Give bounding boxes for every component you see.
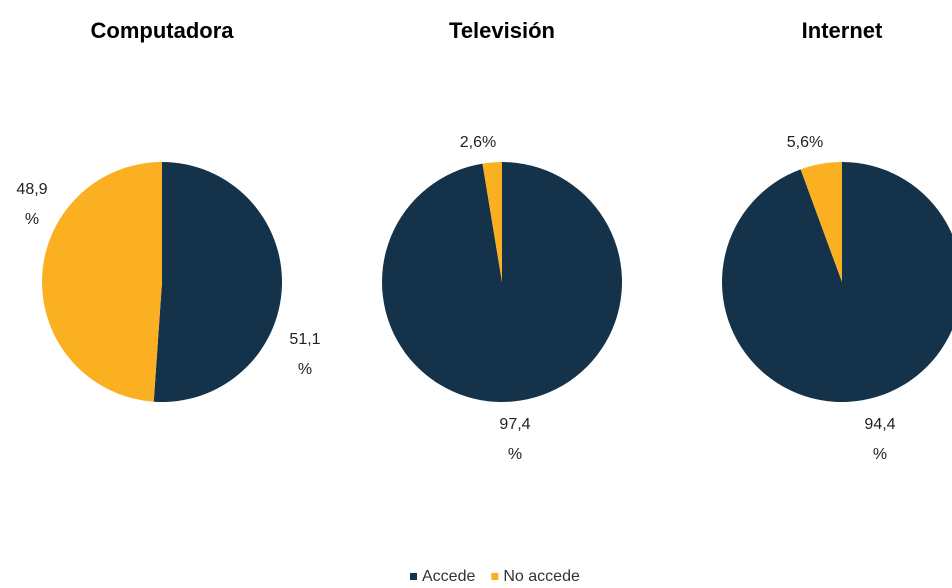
- pie-slice: [153, 162, 282, 402]
- legend-label: Accede: [422, 568, 475, 585]
- data-label: 48,9%: [16, 181, 48, 228]
- data-label: 51,1%: [289, 331, 321, 378]
- pie-slice: [482, 162, 502, 282]
- chart-title: Internet: [802, 18, 883, 43]
- pie-slice: [41, 162, 162, 402]
- chart-title: Computadora: [91, 18, 235, 43]
- legend-swatch: [410, 573, 417, 580]
- legend-label: No accede: [503, 568, 580, 585]
- pie-slice: [382, 162, 623, 402]
- legend-swatch: [491, 573, 499, 580]
- data-label: 97,4%: [499, 416, 531, 463]
- pie-slice: [800, 162, 842, 282]
- data-label: 94,4%: [864, 416, 896, 463]
- pie-slice: [722, 162, 952, 402]
- chart-title: Televisión: [449, 18, 555, 43]
- data-label: 2,6%: [459, 134, 497, 151]
- data-label: 5,6%: [786, 134, 824, 151]
